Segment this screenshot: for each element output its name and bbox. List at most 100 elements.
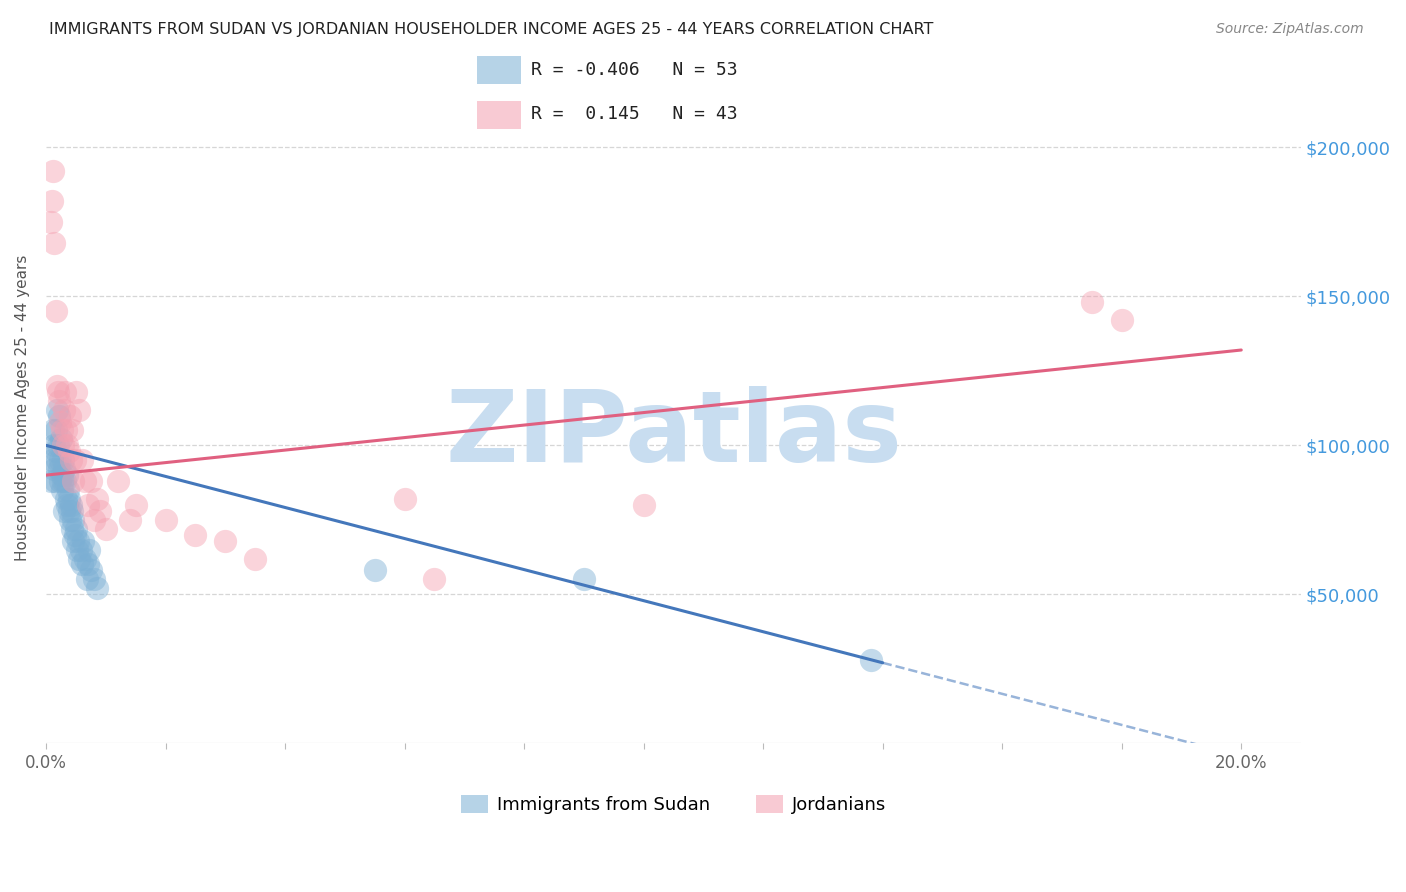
Text: IMMIGRANTS FROM SUDAN VS JORDANIAN HOUSEHOLDER INCOME AGES 25 - 44 YEARS CORRELA: IMMIGRANTS FROM SUDAN VS JORDANIAN HOUSE…	[49, 22, 934, 37]
Point	[63, 453, 86, 467]
Point	[69, 542, 91, 557]
Point	[42, 438, 65, 452]
Point	[73, 551, 96, 566]
Point	[49, 415, 72, 429]
Point	[86, 491, 108, 506]
Point	[60, 424, 83, 438]
Point	[45, 378, 67, 392]
Point	[59, 409, 82, 423]
Point	[56, 498, 79, 512]
Point	[77, 542, 100, 557]
Point	[62, 513, 84, 527]
Point	[39, 474, 62, 488]
Point	[58, 444, 80, 458]
Point	[51, 483, 73, 497]
Point	[58, 491, 80, 506]
Point	[66, 542, 89, 557]
Point	[45, 424, 67, 438]
Point	[48, 393, 70, 408]
Point	[70, 558, 93, 572]
Point	[52, 402, 75, 417]
Point	[60, 498, 83, 512]
Bar	[478, 101, 522, 129]
Point	[48, 462, 70, 476]
Point	[48, 474, 70, 488]
Point	[49, 453, 72, 467]
Point	[73, 474, 96, 488]
Point	[39, 215, 62, 229]
Point	[59, 513, 82, 527]
Point	[52, 462, 75, 476]
Point	[56, 438, 79, 452]
Y-axis label: Householder Income Ages 25 - 44 years: Householder Income Ages 25 - 44 years	[15, 255, 30, 561]
Point	[67, 533, 90, 548]
Point	[633, 498, 655, 512]
Point	[58, 504, 80, 518]
Point	[46, 384, 69, 399]
Point	[45, 402, 67, 417]
Point	[76, 573, 98, 587]
Text: ZIPatlas: ZIPatlas	[446, 386, 901, 483]
Point	[124, 498, 146, 512]
Point	[94, 522, 117, 536]
Point	[44, 474, 66, 488]
Point	[214, 533, 236, 548]
Point	[41, 194, 63, 208]
Point	[107, 474, 129, 488]
Point	[42, 164, 65, 178]
Point	[243, 551, 266, 566]
Point	[44, 235, 66, 250]
Point	[86, 582, 108, 596]
Point	[51, 468, 73, 483]
Point	[83, 513, 105, 527]
Point	[1111, 313, 1133, 327]
Point	[44, 304, 66, 318]
Point	[60, 522, 83, 536]
Point	[394, 491, 416, 506]
Point	[52, 474, 75, 488]
Point	[52, 438, 75, 452]
Point	[184, 527, 207, 541]
Point	[62, 533, 84, 548]
Point	[56, 468, 79, 483]
Point	[48, 409, 70, 423]
Point	[44, 444, 66, 458]
Text: R =  0.145   N = 43: R = 0.145 N = 43	[531, 105, 738, 123]
Point	[83, 573, 105, 587]
Point	[55, 424, 77, 438]
Point	[41, 453, 63, 467]
Point	[55, 491, 77, 506]
Bar	[478, 56, 522, 84]
Point	[155, 513, 177, 527]
Point	[60, 453, 83, 467]
Point	[63, 527, 86, 541]
Point	[53, 504, 76, 518]
Point	[76, 498, 98, 512]
Point	[46, 453, 69, 467]
Legend: Immigrants from Sudan, Jordanians: Immigrants from Sudan, Jordanians	[454, 788, 893, 822]
Point	[118, 513, 141, 527]
Point	[80, 474, 103, 488]
Point	[67, 402, 90, 417]
Point	[51, 424, 73, 438]
Point	[62, 474, 84, 488]
Point	[44, 462, 66, 476]
Point	[56, 483, 79, 497]
Point	[52, 453, 75, 467]
Point	[80, 564, 103, 578]
Point	[46, 438, 69, 452]
Point	[42, 424, 65, 438]
Point	[76, 558, 98, 572]
Point	[72, 533, 94, 548]
Point	[89, 504, 111, 518]
Point	[363, 564, 385, 578]
Point	[572, 573, 595, 587]
Point	[60, 504, 83, 518]
Text: Source: ZipAtlas.com: Source: ZipAtlas.com	[1216, 22, 1364, 37]
Point	[1081, 295, 1104, 310]
Point	[65, 384, 87, 399]
Point	[65, 522, 87, 536]
Point	[53, 474, 76, 488]
Point	[53, 384, 76, 399]
Point	[49, 433, 72, 447]
